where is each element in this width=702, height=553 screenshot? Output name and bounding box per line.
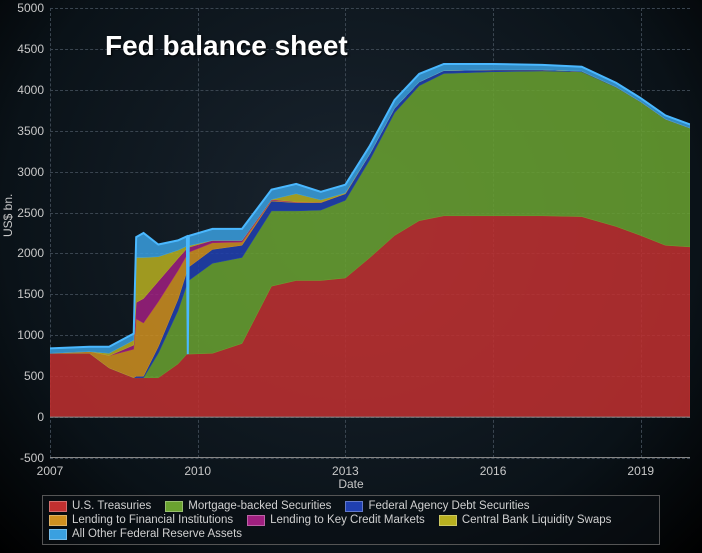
y-tick-label: 3000 — [17, 165, 44, 179]
legend-item: Lending to Financial Institutions — [49, 514, 233, 526]
plot-area: -500050010001500200025003000350040004500… — [50, 8, 690, 458]
legend-item: Federal Agency Debt Securities — [345, 500, 529, 512]
y-tick-label: 2000 — [17, 246, 44, 260]
chart-container: Fed balance sheet -500050010001500200025… — [0, 0, 702, 553]
y-tick-label: -500 — [20, 451, 44, 465]
legend-item: U.S. Treasuries — [49, 500, 151, 512]
y-tick-label: 2500 — [17, 206, 44, 220]
legend-swatch — [49, 529, 67, 540]
legend-swatch — [345, 501, 363, 512]
chart-title: Fed balance sheet — [105, 30, 348, 62]
legend-label: Lending to Financial Institutions — [72, 514, 233, 526]
y-tick-label: 3500 — [17, 124, 44, 138]
legend-swatch — [49, 515, 67, 526]
legend-item: Mortgage-backed Securities — [165, 500, 331, 512]
x-tick-label: 2010 — [184, 464, 211, 478]
y-tick-label: 1500 — [17, 287, 44, 301]
legend-label: U.S. Treasuries — [72, 500, 151, 512]
legend-item: Central Bank Liquidity Swaps — [439, 514, 612, 526]
legend-label: All Other Federal Reserve Assets — [72, 528, 242, 540]
legend-swatch — [165, 501, 183, 512]
x-tick-label: 2013 — [332, 464, 359, 478]
x-tick-label: 2007 — [37, 464, 64, 478]
legend: U.S. Treasuries Mortgage-backed Securitie… — [42, 495, 660, 545]
y-tick-label: 1000 — [17, 328, 44, 342]
x-tick-label: 2019 — [627, 464, 654, 478]
grid-line-h — [50, 458, 690, 459]
legend-swatch — [49, 501, 67, 512]
y-tick-label: 4000 — [17, 83, 44, 97]
y-tick-label: 5000 — [17, 1, 44, 15]
legend-swatch — [247, 515, 265, 526]
x-axis-label: Date — [338, 477, 363, 491]
x-tick-label: 2016 — [480, 464, 507, 478]
y-tick-label: 4500 — [17, 42, 44, 56]
legend-label: Mortgage-backed Securities — [188, 500, 331, 512]
x-axis-line — [50, 457, 690, 458]
y-tick-label: 500 — [24, 369, 44, 383]
stacked-area-svg — [50, 8, 690, 458]
legend-label: Lending to Key Credit Markets — [270, 514, 425, 526]
legend-label: Federal Agency Debt Securities — [368, 500, 529, 512]
y-tick-label: 0 — [37, 410, 44, 424]
legend-label: Central Bank Liquidity Swaps — [462, 514, 612, 526]
legend-swatch — [439, 515, 457, 526]
y-axis-label: US$ bn. — [1, 194, 15, 237]
legend-item: Lending to Key Credit Markets — [247, 514, 425, 526]
legend-item: All Other Federal Reserve Assets — [49, 528, 242, 540]
